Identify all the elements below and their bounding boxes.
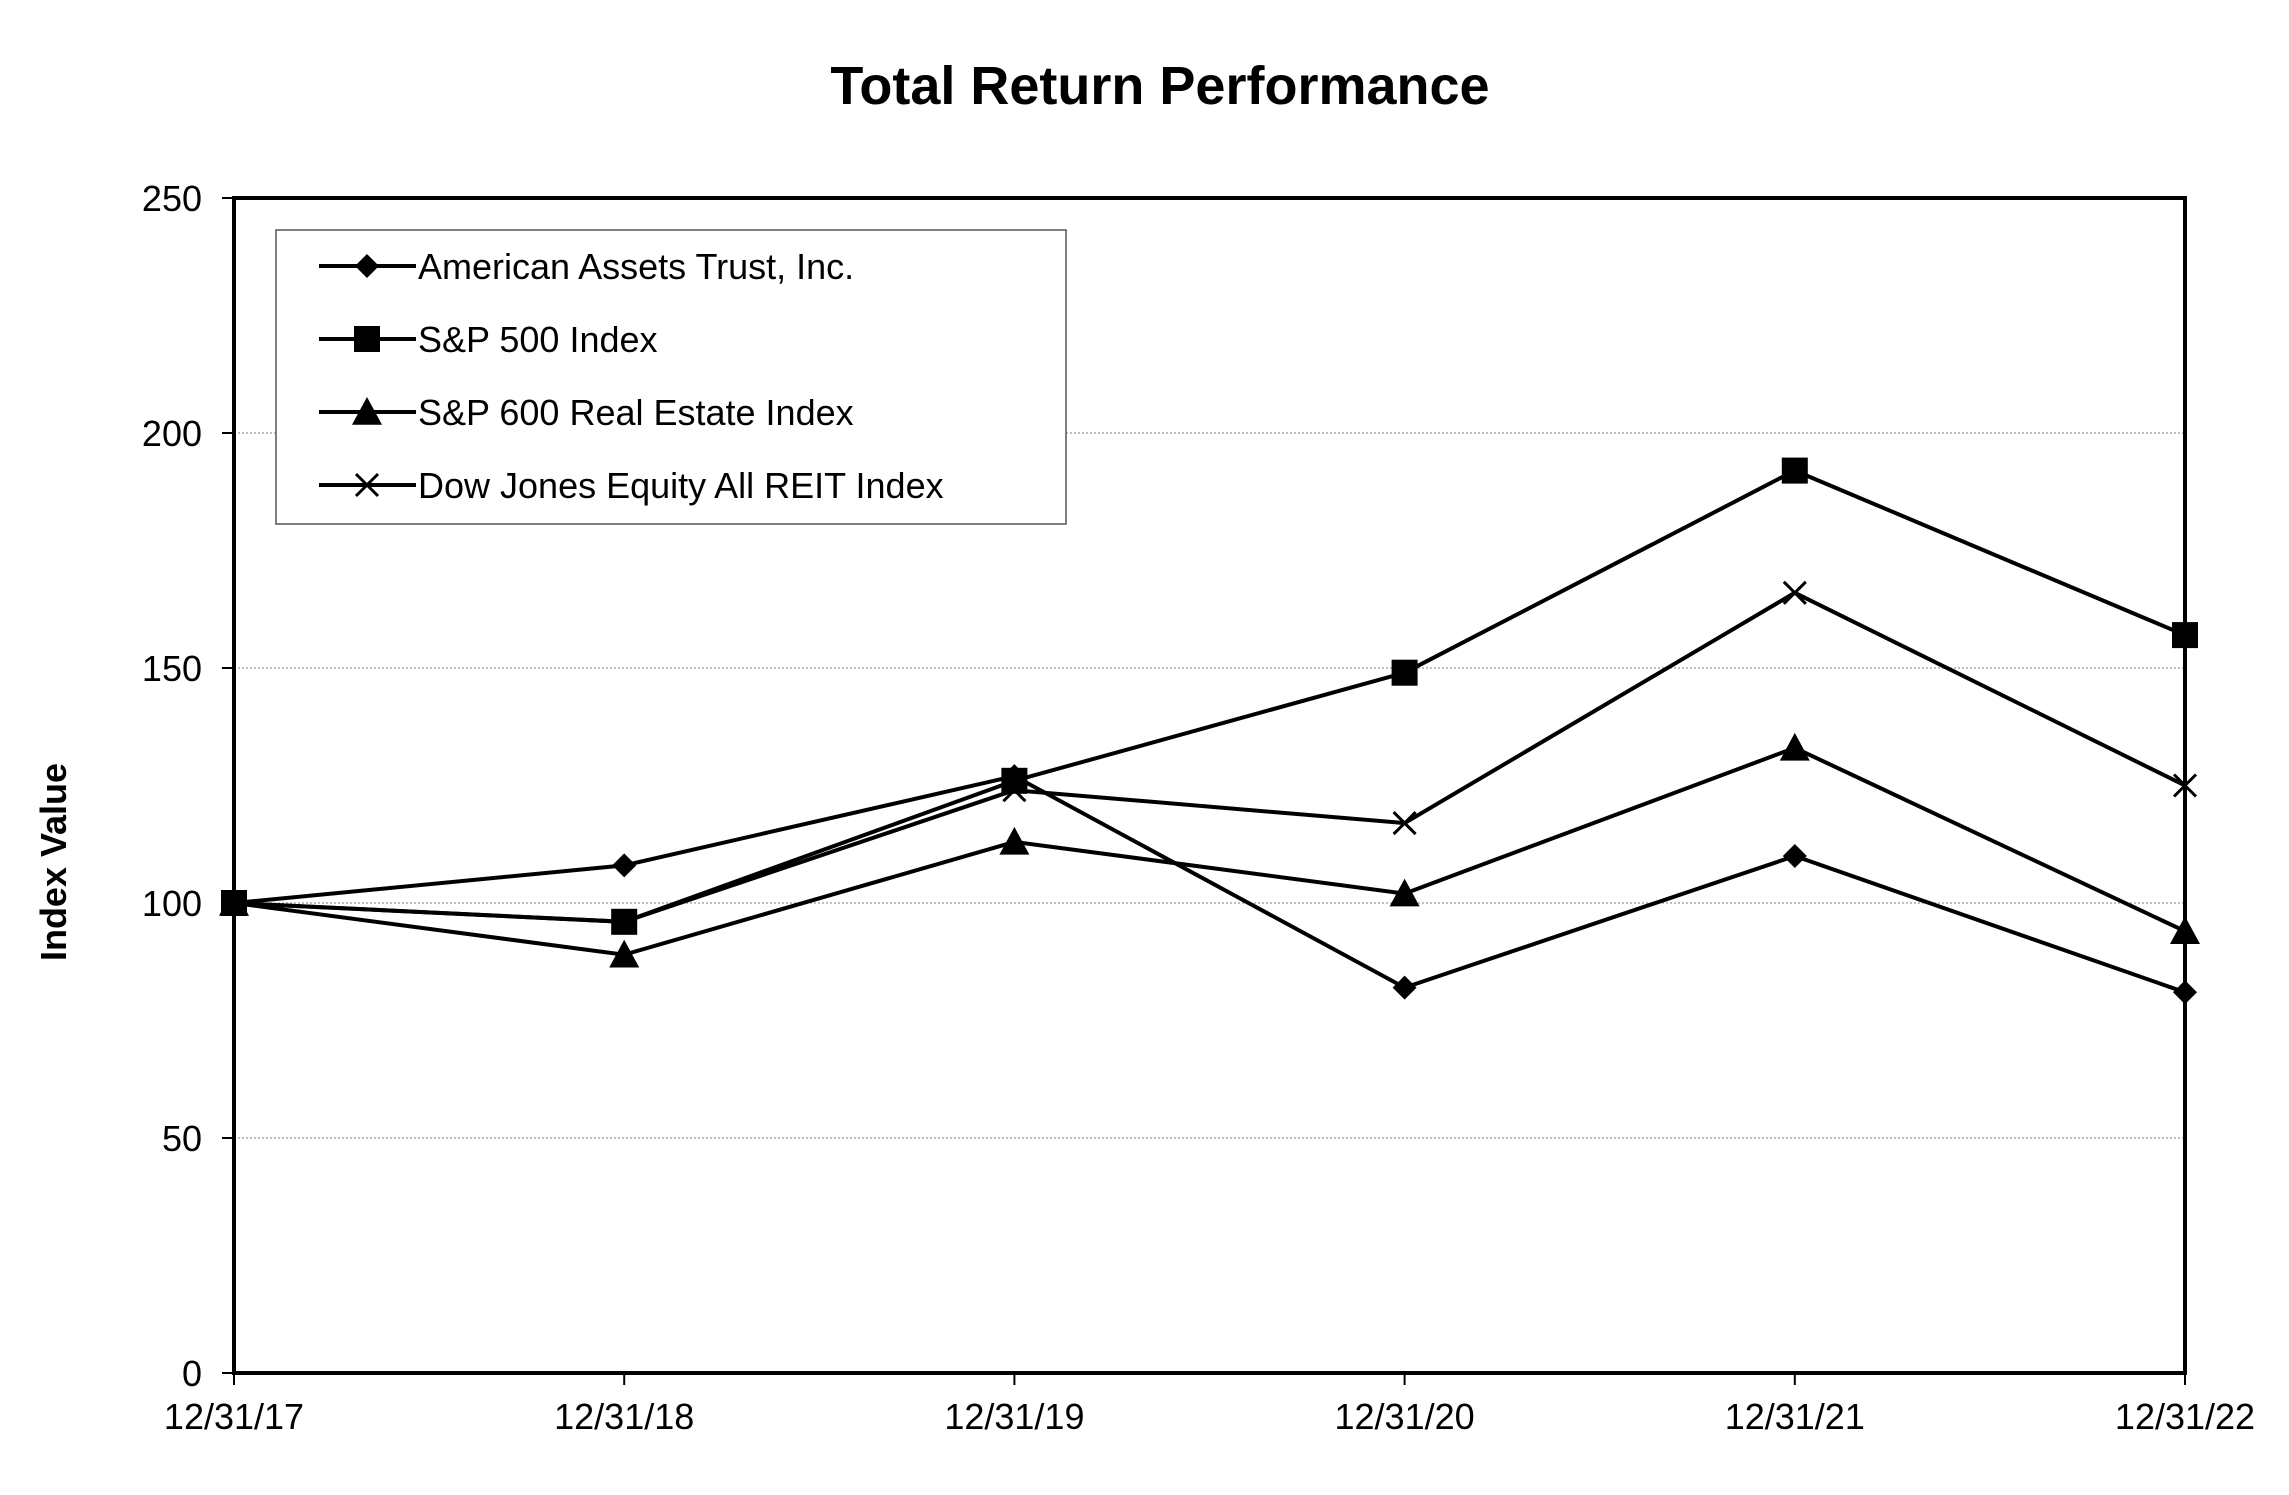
data-point — [2172, 773, 2198, 798]
legend-label: S&P 600 Real Estate Index — [418, 392, 854, 433]
data-point — [1781, 457, 1808, 484]
y-tick-label: 0 — [182, 1353, 202, 1394]
legend: American Assets Trust, Inc. S&P 500 Index… — [275, 229, 1067, 525]
gridlines — [234, 432, 2185, 1139]
data-point — [1782, 844, 1807, 868]
data-point — [2170, 916, 2200, 944]
series-triangle — [219, 732, 2200, 968]
series-line — [233, 773, 2186, 995]
legend-label: Dow Jones Equity All REIT Index — [418, 465, 944, 506]
data-point — [1391, 659, 1418, 686]
series-x — [221, 580, 2198, 934]
axes: 0 50 100 150 200 250 12/31/17 12/31/18 12/31/19 1… — [142, 178, 2255, 1437]
x-tick-label: 12/31/22 — [2115, 1396, 2255, 1437]
y-tick-label: 50 — [162, 1118, 202, 1159]
data-point — [999, 826, 1030, 855]
series-line — [233, 590, 2186, 924]
legend-label: S&P 500 Index — [418, 319, 658, 360]
marker-stroke — [612, 909, 637, 934]
data-point — [2173, 980, 2197, 1005]
legend-item: S&P 600 Real Estate Index — [319, 392, 854, 433]
series-diamond — [222, 764, 2197, 1005]
legend-item: S&P 500 Index — [319, 319, 658, 360]
data-point — [2172, 622, 2198, 649]
data-point — [1002, 778, 1027, 803]
series-line — [233, 468, 2186, 924]
series-lines — [219, 457, 2200, 1005]
data-point — [1392, 975, 1417, 1000]
legend-marker — [354, 472, 380, 498]
series-square — [221, 457, 2198, 935]
data-point — [1779, 732, 1810, 761]
data-point — [1782, 580, 1807, 605]
legend-box — [275, 229, 1067, 525]
marker-stroke — [1782, 580, 1807, 605]
marker-stroke — [221, 890, 247, 916]
legend-marker — [354, 326, 380, 352]
data-point — [221, 890, 247, 916]
legend-item: American Assets Trust, Inc. — [319, 246, 854, 287]
y-axis-label: Index Value — [33, 763, 74, 961]
y-tick-label: 250 — [142, 178, 202, 219]
marker-stroke — [2172, 773, 2198, 798]
chart-title: Total Return Performance — [830, 56, 1489, 116]
y-tick-label: 100 — [142, 883, 202, 924]
x-tick-label: 12/31/19 — [944, 1396, 1084, 1437]
data-point — [612, 909, 637, 934]
x-tick-label: 12/31/20 — [1335, 1396, 1475, 1437]
x-tick-label: 12/31/21 — [1725, 1396, 1865, 1437]
legend-marker — [355, 254, 379, 278]
series-line — [233, 745, 2186, 957]
data-point — [609, 939, 640, 968]
data-point — [1389, 878, 1420, 907]
x-tick-label: 12/31/18 — [554, 1396, 694, 1437]
legend-marker — [352, 397, 382, 425]
data-point — [1392, 811, 1417, 836]
y-tick-label: 200 — [142, 413, 202, 454]
marker-stroke — [1392, 811, 1417, 836]
y-tick-label: 150 — [142, 648, 202, 689]
marker-stroke — [354, 472, 380, 498]
marker-stroke — [1002, 778, 1027, 803]
data-point — [612, 853, 637, 878]
x-tick-label: 12/31/17 — [164, 1396, 304, 1437]
legend-label: American Assets Trust, Inc. — [418, 246, 854, 287]
legend-item: Dow Jones Equity All REIT Index — [319, 465, 944, 506]
